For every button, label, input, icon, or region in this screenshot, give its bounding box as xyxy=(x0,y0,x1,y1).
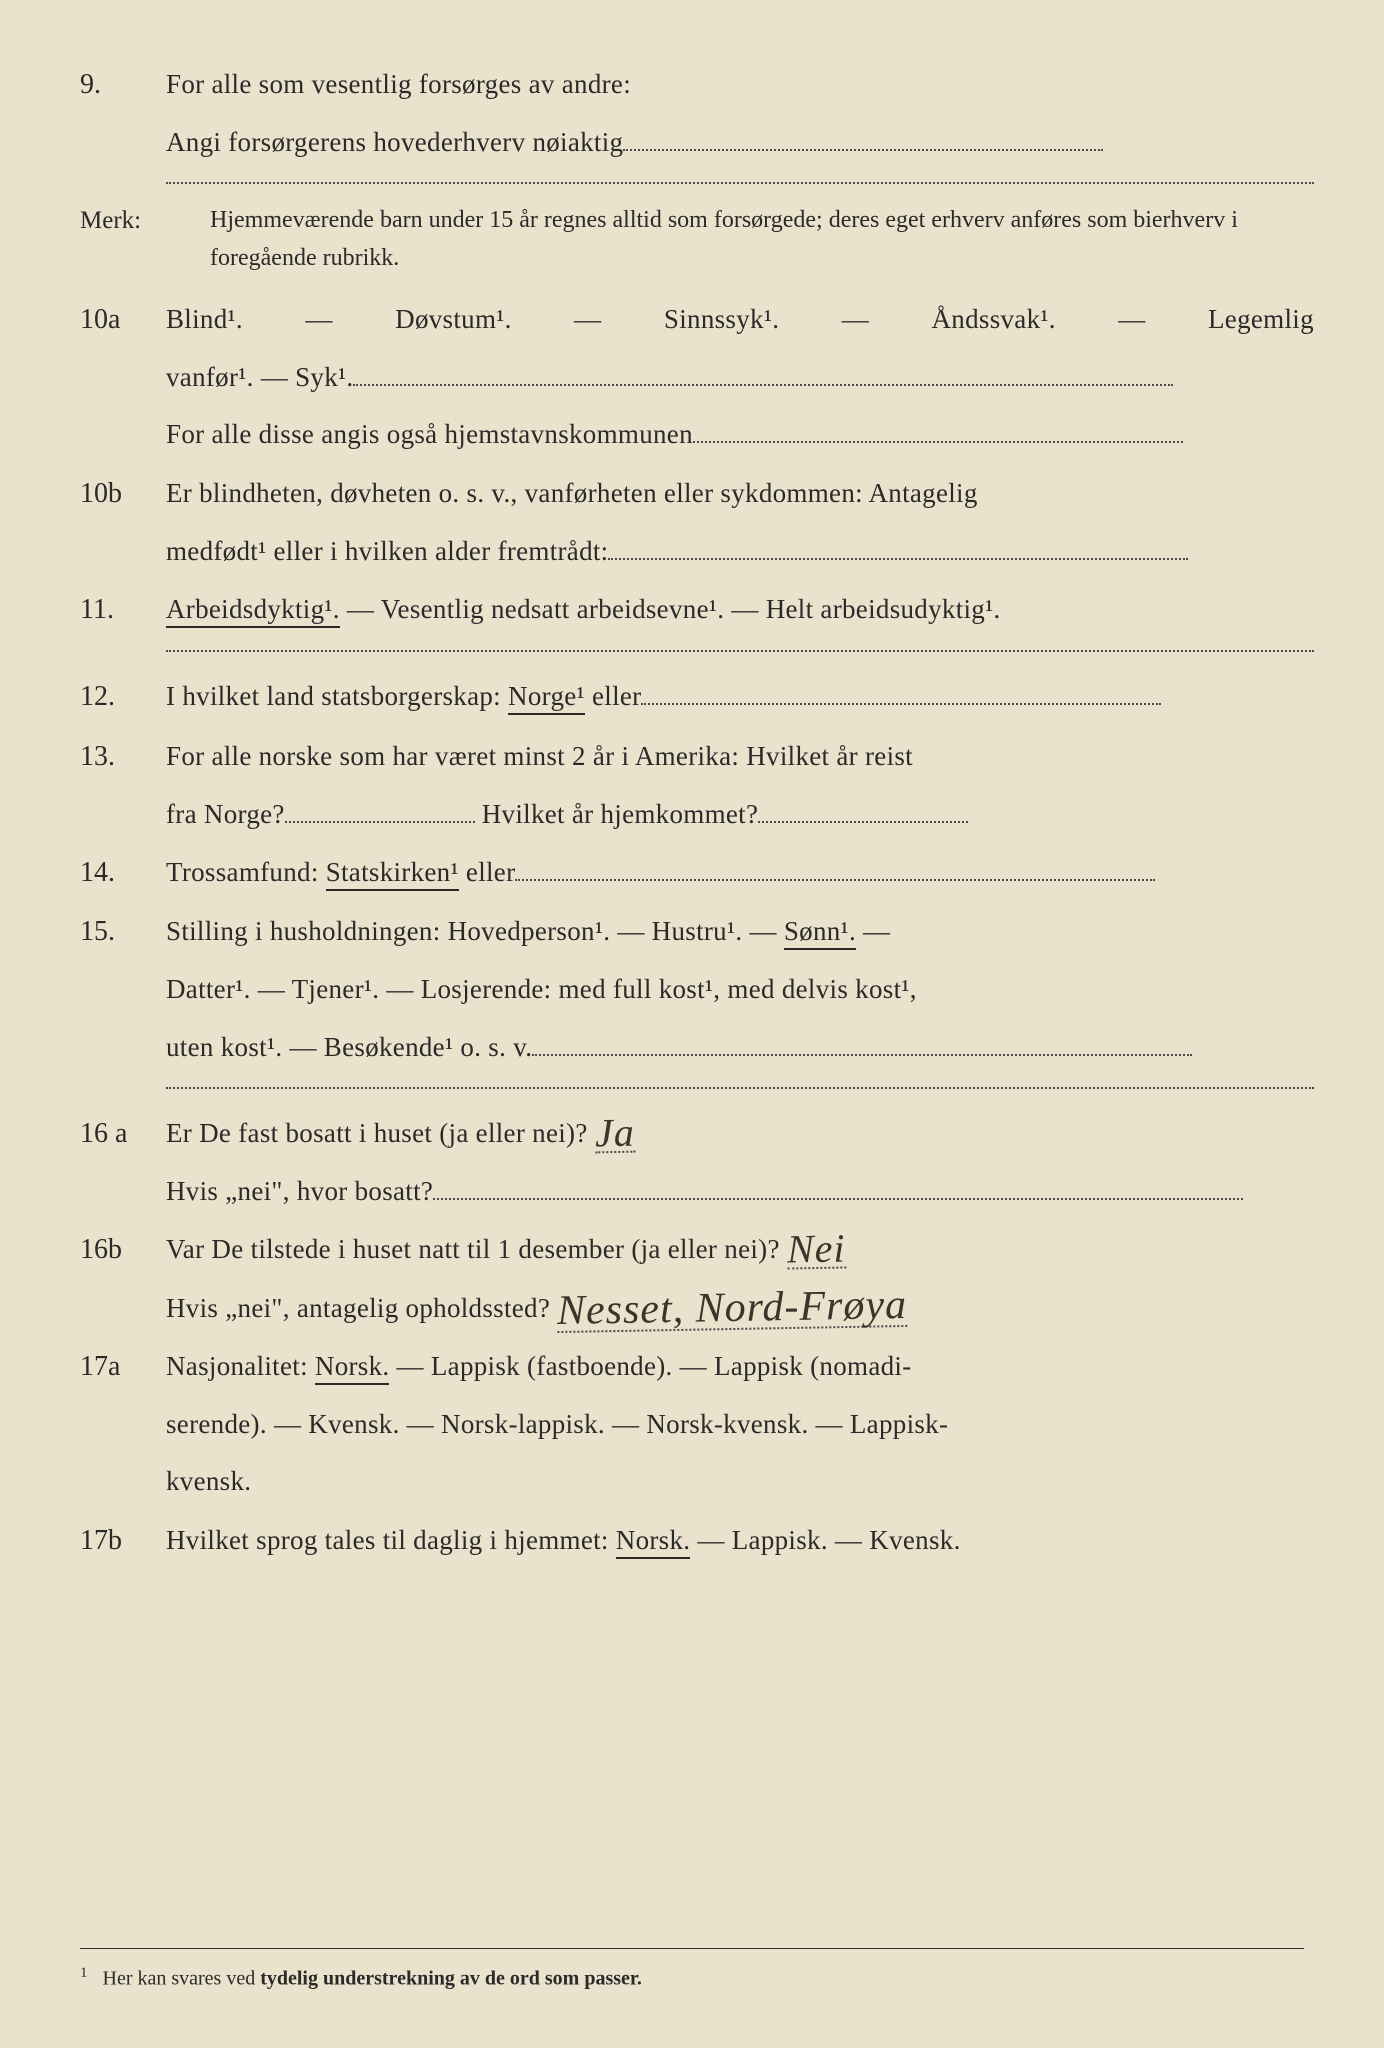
q17a-row: 17a Nasjonalitet: Norsk. — Lappisk (fast… xyxy=(80,1340,1314,1393)
q17a-num: 17a xyxy=(80,1340,166,1393)
fill-line xyxy=(532,1033,1192,1056)
fill-line xyxy=(166,1087,1314,1089)
merk-label: Merk: xyxy=(80,202,210,276)
q17a-line3: kvensk. xyxy=(166,1456,1314,1507)
q10b-line2: medfødt¹ eller i hvilken alder fremtrådt… xyxy=(166,536,608,566)
q10a-row: 10a Blind¹.— Døvstum¹.— Sinnssyk¹.— Ånds… xyxy=(80,293,1314,346)
fill-line xyxy=(693,420,1183,443)
q16a-pre: Er De fast bosatt i huset (ja eller nei)… xyxy=(166,1118,595,1148)
q14-underlined: Statskirken¹ xyxy=(326,857,459,891)
q17b-underlined: Norsk. xyxy=(616,1525,691,1559)
fill-line xyxy=(641,682,1161,705)
q17b-num: 17b xyxy=(80,1514,166,1567)
q15-line2: Datter¹. — Tjener¹. — Losjerende: med fu… xyxy=(166,964,1314,1015)
fill-line xyxy=(758,800,968,823)
fill-line xyxy=(623,128,1103,151)
q17b-row: 17b Hvilket sprog tales til daglig i hje… xyxy=(80,1514,1314,1567)
q11-row: 11. Arbeidsdyktig¹. — Vesentlig nedsatt … xyxy=(80,583,1314,636)
q9-line1: For alle som vesentlig forsørges av andr… xyxy=(166,59,1314,110)
q10a-line3: For alle disse angis også hjemstavnskomm… xyxy=(166,419,693,449)
q16a-row: 16 a Er De fast bosatt i huset (ja eller… xyxy=(80,1107,1314,1160)
q12-num: 12. xyxy=(80,670,166,723)
fill-line xyxy=(353,363,1173,386)
q16b-answer: Nei xyxy=(786,1231,845,1270)
census-form-page: 9. For alle som vesentlig forsørges av a… xyxy=(80,58,1314,1567)
q10a-opts: Blind¹.— Døvstum¹.— Sinnssyk¹.— Åndssvak… xyxy=(166,294,1314,345)
fill-line xyxy=(166,650,1314,652)
merk-text: Hjemmeværende barn under 15 år regnes al… xyxy=(210,202,1314,276)
q15-line3: uten kost¹. — Besøkende¹ o. s. v. xyxy=(166,1032,532,1062)
q12-post: eller xyxy=(585,681,642,711)
q14-num: 14. xyxy=(80,846,166,899)
q13-line1: For alle norske som har været minst 2 år… xyxy=(166,731,1314,782)
q11-rest: — Vesentlig nedsatt arbeidsevne¹. — Helt… xyxy=(340,594,1001,624)
q17a-post: — Lappisk (fastboende). — Lappisk (nomad… xyxy=(389,1351,911,1381)
q10b-line1: Er blindheten, døvheten o. s. v., vanfør… xyxy=(166,468,1314,519)
q10b-row: 10b Er blindheten, døvheten o. s. v., va… xyxy=(80,467,1314,520)
footnote: 1 Her kan svares ved tydelig understrekn… xyxy=(80,1948,1304,1998)
q10a-line2: vanfør¹. — Syk¹. xyxy=(166,362,353,392)
fill-line xyxy=(433,1177,1243,1200)
fill-line xyxy=(608,537,1188,560)
q17b-post: — Lappisk. — Kvensk. xyxy=(690,1525,960,1555)
q15-underlined: Sønn¹. xyxy=(784,916,856,950)
q15-pre: Stilling i husholdningen: Hovedperson¹. … xyxy=(166,916,784,946)
q16b-line2: Hvis „nei", antagelig opholdssted? xyxy=(166,1293,557,1323)
fill-line xyxy=(285,800,475,823)
q17a-pre: Nasjonalitet: xyxy=(166,1351,315,1381)
q17a-line2: serende). — Kvensk. — Norsk-lappisk. — N… xyxy=(166,1399,1314,1450)
q13-row: 13. For alle norske som har været minst … xyxy=(80,730,1314,783)
q11-underlined: Arbeidsdyktig¹. xyxy=(166,594,340,628)
q10a-num: 10a xyxy=(80,293,166,346)
q12-pre: I hvilket land statsborgerskap: xyxy=(166,681,508,711)
q15-num: 15. xyxy=(80,905,166,958)
q9-line2-row: Angi forsørgerens hovederhverv nøiaktig xyxy=(80,117,1314,168)
q12-underlined: Norge¹ xyxy=(508,681,585,715)
footnote-bold: tydelig understrekning av de ord som pas… xyxy=(260,1968,642,1990)
fill-line xyxy=(515,858,1155,881)
q13-line2a: fra Norge? xyxy=(166,799,285,829)
q16a-num: 16 a xyxy=(80,1107,166,1160)
q17b-pre: Hvilket sprog tales til daglig i hjemmet… xyxy=(166,1525,616,1555)
q16a-line2: Hvis „nei", hvor bosatt? xyxy=(166,1176,433,1206)
q11-num: 11. xyxy=(80,583,166,636)
q15-row: 15. Stilling i husholdningen: Hovedperso… xyxy=(80,905,1314,958)
q17a-underlined: Norsk. xyxy=(315,1351,390,1385)
fill-line xyxy=(166,182,1314,184)
q14-row: 14. Trossamfund: Statskirken¹ eller xyxy=(80,846,1314,899)
q13-num: 13. xyxy=(80,730,166,783)
q13-line2b: Hvilket år hjemkommet? xyxy=(475,799,759,829)
q16b-answer2: Nesset, Nord-Frøya xyxy=(557,1287,908,1333)
footnote-num: 1 xyxy=(80,1965,88,1981)
q15-post: — xyxy=(856,916,890,946)
q9-row: 9. For alle som vesentlig forsørges av a… xyxy=(80,58,1314,111)
q12-row: 12. I hvilket land statsborgerskap: Norg… xyxy=(80,670,1314,723)
footnote-pre: Her kan svares ved xyxy=(103,1968,261,1990)
q14-post: eller xyxy=(459,857,516,887)
q16b-row: 16b Var De tilstede i huset natt til 1 d… xyxy=(80,1223,1314,1276)
q16b-pre: Var De tilstede i huset natt til 1 desem… xyxy=(166,1234,787,1264)
q14-pre: Trossamfund: xyxy=(166,857,326,887)
q16a-answer: Ja xyxy=(594,1115,634,1154)
q9-line2: Angi forsørgerens hovederhverv nøiaktig xyxy=(166,127,623,157)
q9-num: 9. xyxy=(80,58,166,111)
q10b-num: 10b xyxy=(80,467,166,520)
q16b-num: 16b xyxy=(80,1223,166,1276)
merk-row: Merk: Hjemmeværende barn under 15 år reg… xyxy=(80,202,1314,276)
